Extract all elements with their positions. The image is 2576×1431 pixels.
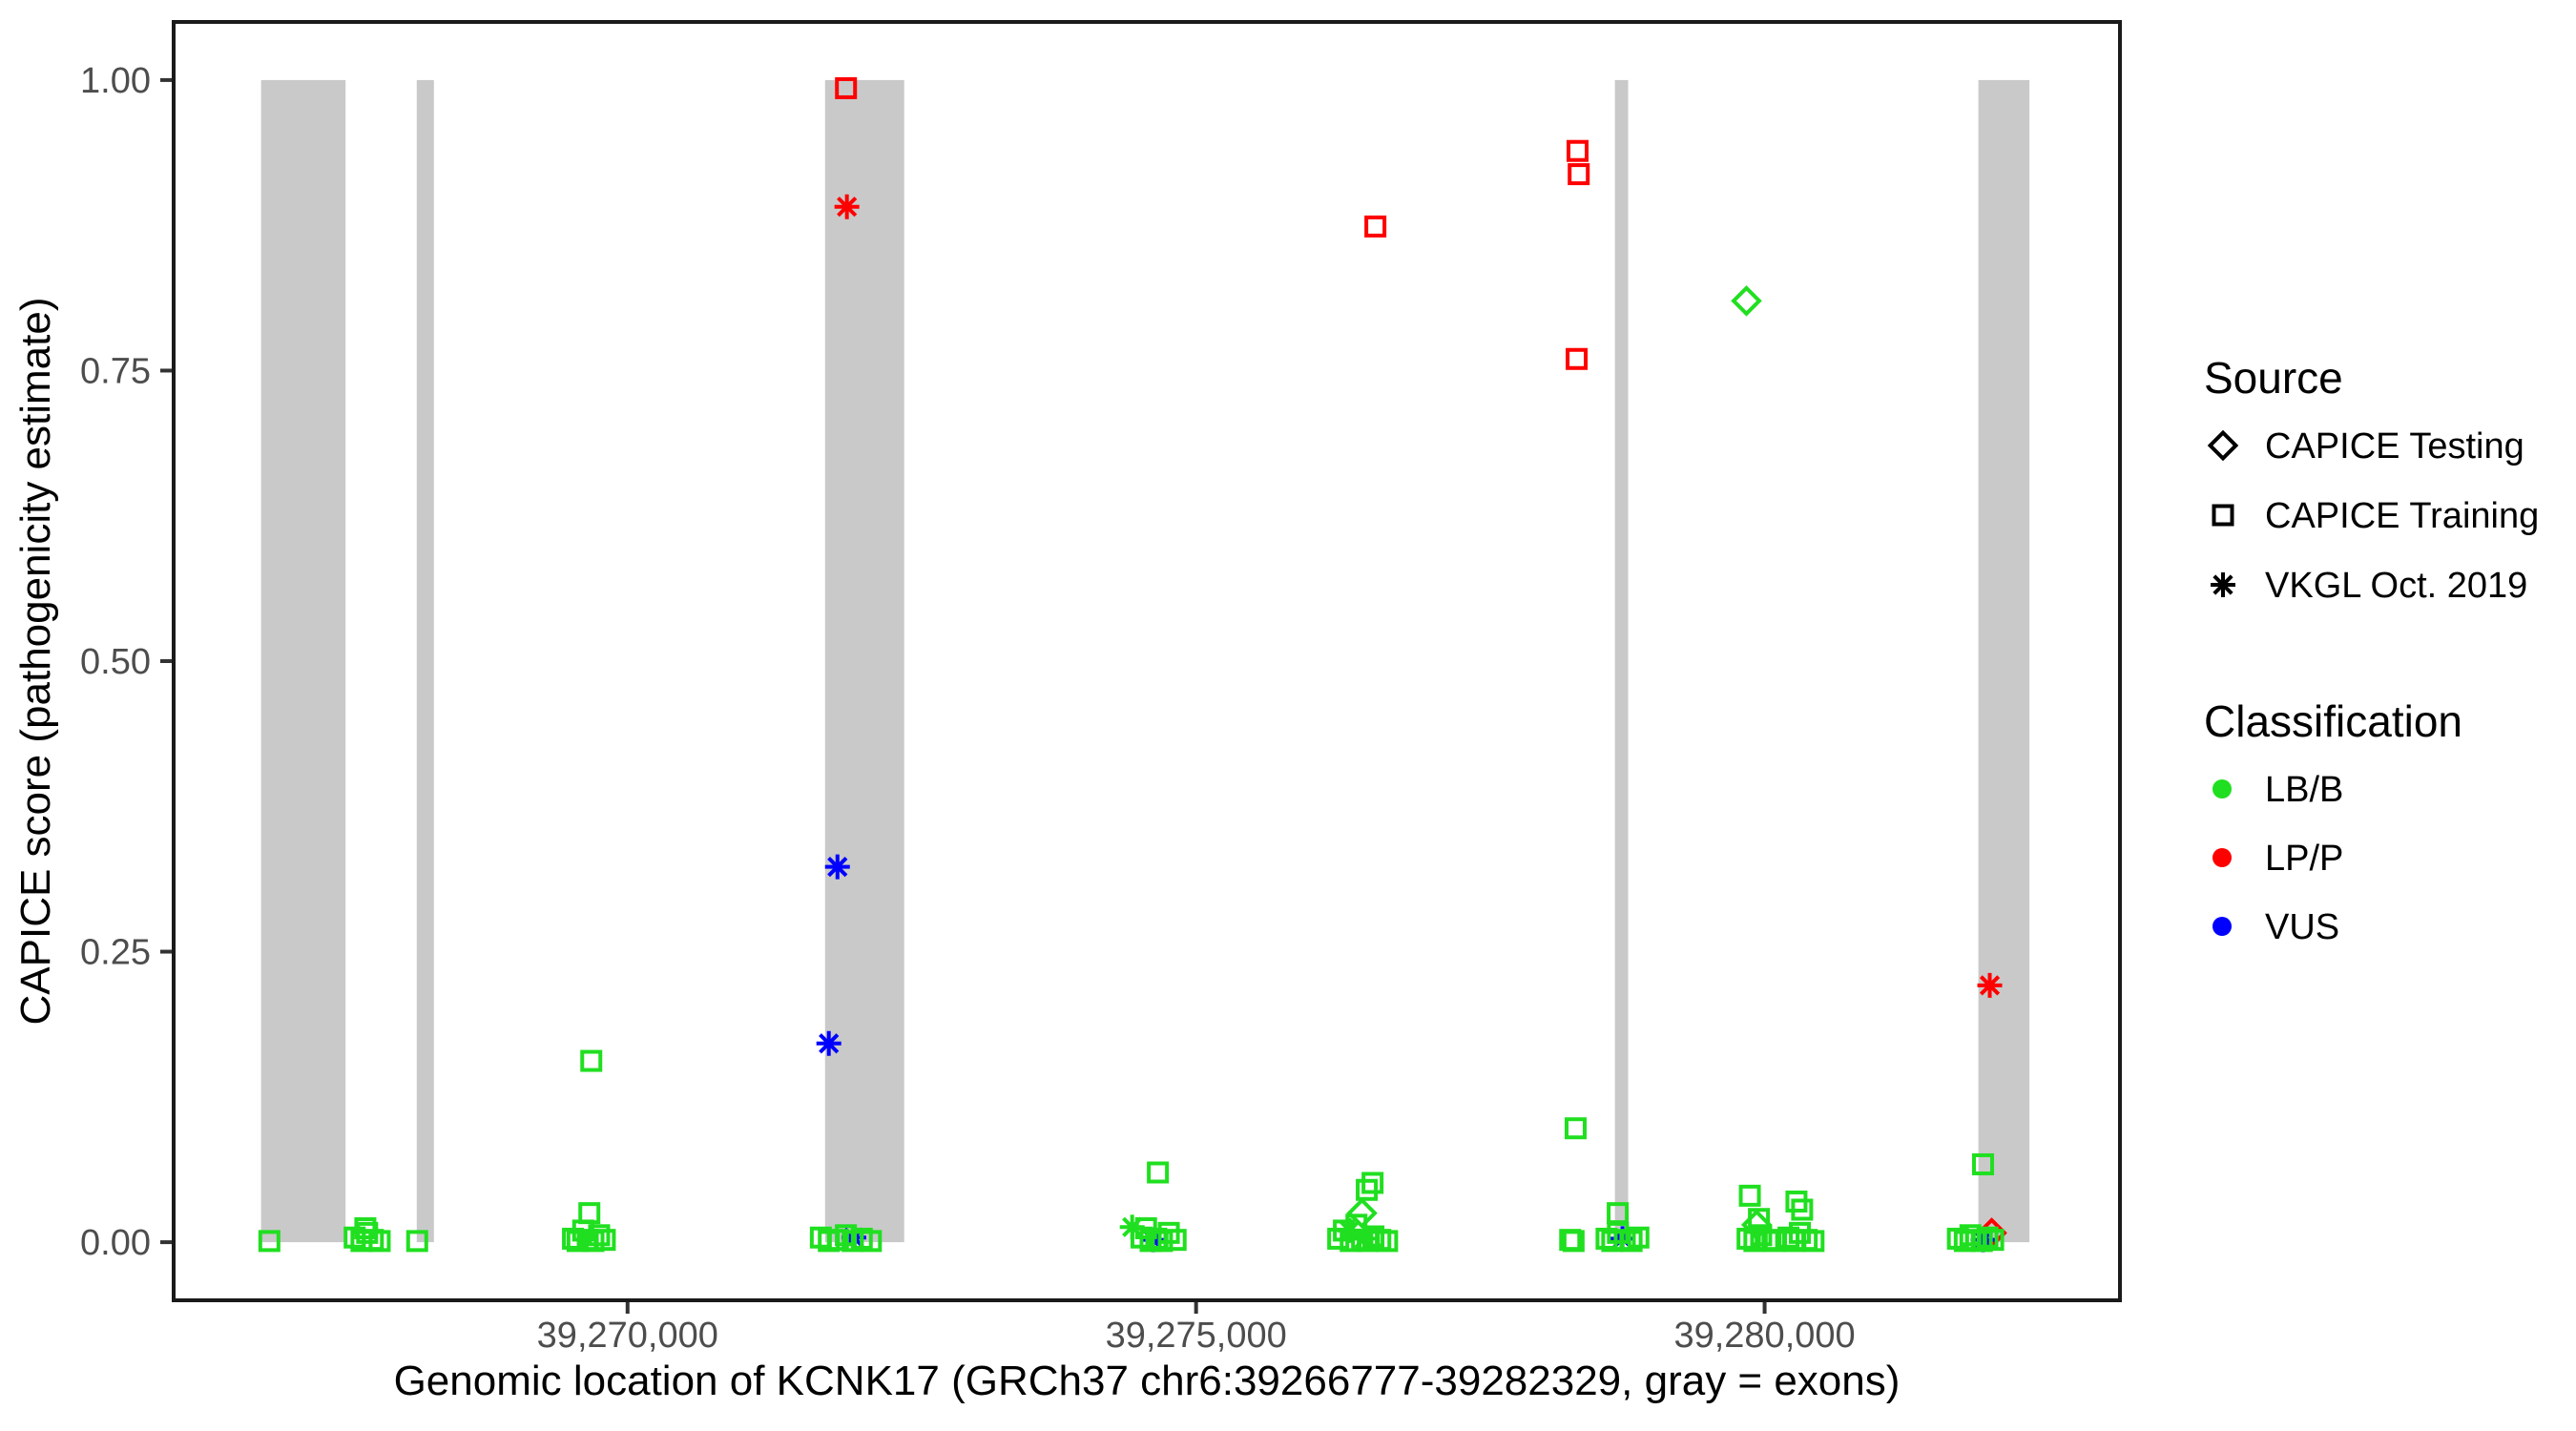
diamond-legend-key-icon: [2207, 429, 2239, 462]
exon-band: [1614, 79, 1629, 1243]
data-point: [1562, 1230, 1585, 1253]
y-tick-label: 0.50: [80, 642, 151, 682]
data-point: [1977, 972, 2003, 998]
data-point: [1567, 139, 1589, 162]
data-point: [1361, 1172, 1384, 1194]
data-point: [1743, 1230, 1766, 1253]
x-tick-label: 39,275,000: [1106, 1316, 1287, 1356]
data-point: [1364, 215, 1387, 238]
data-point: [578, 1202, 601, 1225]
data-point: [1982, 1229, 2005, 1252]
data-point: [835, 76, 858, 99]
exon-band: [416, 79, 434, 1243]
data-point: [1564, 1117, 1587, 1140]
exon-band: [824, 79, 904, 1243]
data-point: [1147, 1161, 1170, 1184]
y-tick-label: 0.25: [80, 933, 151, 973]
data-point: [593, 1229, 616, 1252]
classification-dot-icon: [2212, 779, 2232, 798]
data-point: [1972, 1152, 1995, 1175]
data-point: [588, 1224, 611, 1247]
y-tick-label: 0.00: [80, 1223, 151, 1263]
data-points-layer: [258, 76, 2007, 1253]
data-point: [835, 1224, 858, 1247]
x-tick-label: 39,280,000: [1673, 1316, 1855, 1356]
y-axis-title: CAPICE score (pathogenicity estimate): [12, 298, 59, 1026]
exon-band: [260, 79, 346, 1243]
legend-classification-title: Classification: [2204, 696, 2462, 746]
legend-classification-label: LP/P: [2265, 839, 2343, 879]
data-point: [1750, 1224, 1773, 1247]
data-point: [580, 1049, 603, 1072]
legend-items-layer: CAPICE Testing CAPICE Training VKGL Oct. 2…: [2207, 426, 2539, 947]
x-axis-title: Genomic location of KCNK17 (GRCh37 chr6:…: [394, 1358, 1901, 1404]
data-point: [1356, 1178, 1379, 1201]
data-point: [582, 1230, 605, 1253]
data-point: [860, 1230, 883, 1253]
legend-classification-label: LB/B: [2265, 770, 2343, 810]
legend-source-title: Source: [2204, 353, 2343, 403]
classification-dot-icon: [2212, 917, 2232, 936]
data-point: [1802, 1230, 1825, 1253]
data-point: [1731, 285, 1762, 317]
axes-layer: 39,270,000 39,275,000 39,280,000 0.00 0.25 0.…: [80, 61, 1856, 1356]
exon-band: [1978, 79, 2030, 1243]
data-point: [1738, 1184, 1761, 1207]
data-point: [1346, 1197, 1378, 1229]
legend-source-label: VKGL Oct. 2019: [2265, 566, 2527, 606]
data-point: [1157, 1221, 1180, 1244]
x-tick-label: 39,270,000: [537, 1316, 718, 1356]
y-tick-label: 1.00: [80, 61, 151, 101]
data-point: [1791, 1198, 1814, 1221]
data-point: [816, 1030, 841, 1056]
panel-border: [172, 20, 2122, 1302]
legend-classification-label: VUS: [2265, 907, 2339, 947]
data-point: [1376, 1230, 1399, 1253]
data-point: [1345, 1213, 1368, 1236]
data-point: [834, 194, 860, 219]
data-point: [405, 1230, 428, 1253]
data-point: [824, 854, 850, 880]
square-legend-key-icon: [2212, 504, 2234, 527]
data-point: [1566, 347, 1589, 370]
exon-bands-layer: [260, 79, 2030, 1243]
legend-source-label: CAPICE Training: [2265, 496, 2539, 536]
data-point: [1362, 1225, 1385, 1248]
classification-dot-icon: [2212, 848, 2232, 867]
data-point: [1736, 1227, 1759, 1250]
y-tick-label: 0.75: [80, 351, 151, 391]
data-point: [1627, 1226, 1650, 1249]
data-point: [1976, 1226, 1999, 1249]
legend-source-label: CAPICE Testing: [2265, 426, 2524, 467]
data-point: [1164, 1229, 1187, 1252]
data-point: [1568, 163, 1590, 186]
data-point: [1970, 1230, 1993, 1253]
data-point: [258, 1230, 280, 1253]
asterisk-legend-key-icon: [2211, 572, 2235, 597]
data-point: [368, 1230, 391, 1253]
data-point: [1620, 1230, 1643, 1253]
